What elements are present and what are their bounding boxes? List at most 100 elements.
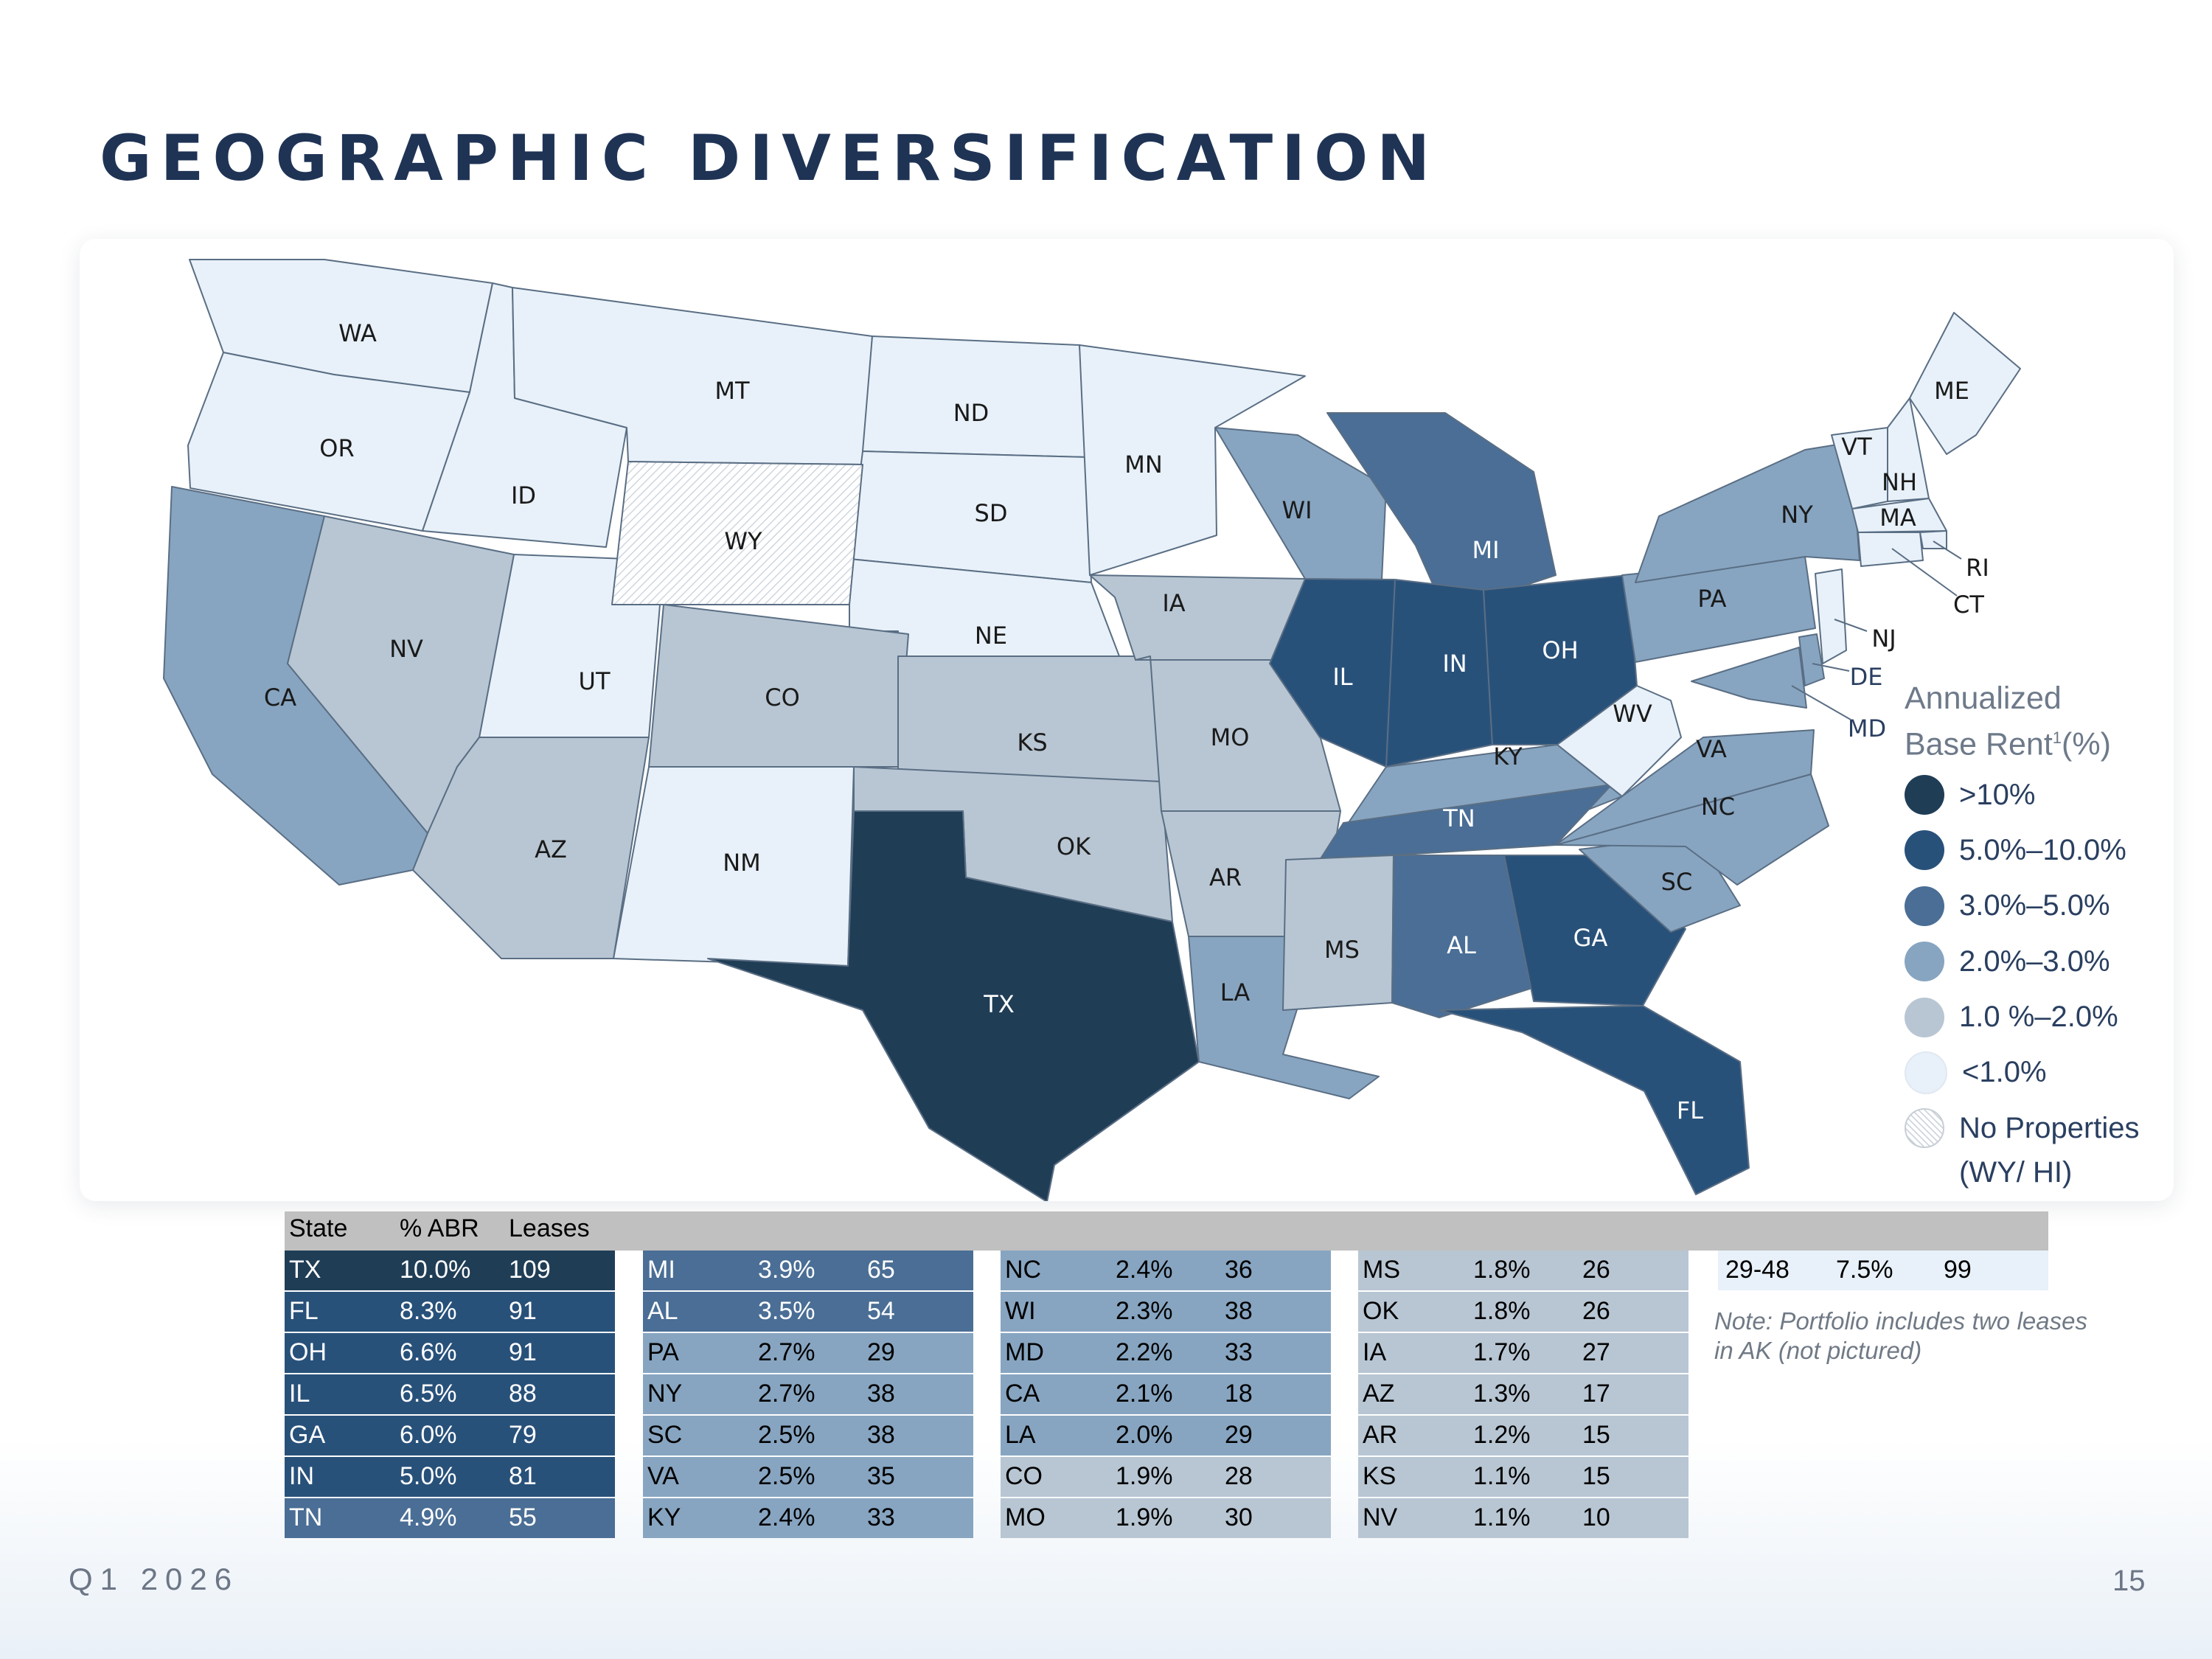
cell-leases: 38 — [867, 1380, 895, 1408]
legend-item: 5.0%–10.0% — [1905, 823, 2140, 878]
state-label-ks: KS — [1017, 728, 1047, 757]
legend-label: No Properties — [1959, 1111, 2140, 1144]
state-label-az: AZ — [535, 835, 567, 863]
page-number: 15 — [2112, 1565, 2146, 1597]
state-label-mi: MI — [1472, 536, 1499, 564]
cell-leases: 88 — [509, 1380, 537, 1408]
cell-abr: 6.0% — [400, 1421, 457, 1449]
state-label-vt: VT — [1841, 433, 1872, 461]
cell-abr: 1.1% — [1473, 1503, 1531, 1531]
state-il — [1269, 578, 1396, 768]
cell-abr: 2.7% — [758, 1380, 815, 1408]
state-label-me: ME — [1934, 377, 1969, 405]
state-label-ga: GA — [1573, 924, 1608, 952]
map-legend: Annualized Base Rent1(%) >10% 5.0%–10.0% 3… — [1905, 678, 2140, 1189]
cell-leases: 109 — [509, 1256, 551, 1284]
state-label-sc: SC — [1661, 868, 1693, 896]
state-nd — [862, 335, 1088, 458]
state-md — [1691, 647, 1807, 709]
table-row: MS 1.8% 26 — [1358, 1251, 1688, 1290]
legend-label: >10% — [1959, 778, 2036, 811]
header-state: State — [289, 1214, 348, 1242]
cell-leases: 33 — [867, 1503, 895, 1531]
cell-state: TN — [289, 1503, 323, 1531]
table-row: TX 10.0% 109 — [285, 1251, 615, 1290]
cell-state: IL — [289, 1380, 310, 1408]
state-label-nc: NC — [1701, 793, 1735, 821]
state-label-wy: WY — [724, 527, 762, 555]
table-column: MI 3.9% 65 AL 3.5% 54 PA 2.7% 29 NY 2.7% 38 SC 2.5% 38… — [643, 1251, 973, 1540]
cell-leases: 55 — [509, 1503, 537, 1531]
table-row: MO 1.9% 30 — [1001, 1498, 1331, 1538]
cell-abr: 2.3% — [1116, 1297, 1173, 1325]
map-card: WA OR ID MT ND SD MN NE UT NM WY CA NV AZ CO KS OK TX IA MO… — [80, 239, 2174, 1201]
cell-leases: 27 — [1582, 1338, 1610, 1366]
legend-swatch — [1905, 830, 1944, 871]
footer-quarter: Q1 2026 — [69, 1562, 240, 1596]
cell-leases: 29 — [1225, 1421, 1253, 1449]
state-label-ct: CT — [1953, 591, 1984, 619]
table-row: OK 1.8% 26 — [1358, 1292, 1688, 1332]
state-label-il: IL — [1332, 663, 1352, 691]
header-leases: Leases — [509, 1214, 590, 1242]
state-de — [1798, 633, 1825, 686]
cell-leases: 10 — [1582, 1503, 1610, 1531]
cell-state: KS — [1363, 1462, 1397, 1490]
table-row: LA 2.0% 29 — [1001, 1416, 1331, 1455]
state-label-wv: WV — [1613, 700, 1652, 728]
cell-leases: 17 — [1582, 1380, 1610, 1408]
state-label-de: DE — [1850, 663, 1883, 691]
cell-state: CA — [1005, 1380, 1040, 1408]
state-label-ca: CA — [264, 684, 296, 712]
cell-state: AZ — [1363, 1380, 1395, 1408]
cell-abr: 1.2% — [1473, 1421, 1531, 1449]
state-label-nv: NV — [389, 635, 423, 663]
cell-abr: 1.9% — [1116, 1503, 1173, 1531]
table-row: IA 1.7% 27 — [1358, 1333, 1688, 1373]
cell-leases: 26 — [1582, 1256, 1610, 1284]
table-row: KY 2.4% 33 — [643, 1498, 973, 1538]
cell-abr: 4.9% — [400, 1503, 457, 1531]
cell-state: NY — [647, 1380, 683, 1408]
state-al — [1391, 855, 1533, 1018]
table-row: IN 5.0% 81 — [285, 1457, 615, 1497]
state-label-tx: TX — [983, 990, 1014, 1018]
table-row: NV 1.1% 10 — [1358, 1498, 1688, 1538]
state-label-fl: FL — [1677, 1096, 1703, 1124]
legend-item: 2.0%–3.0% — [1905, 934, 2140, 990]
state-label-ne: NE — [975, 622, 1007, 650]
cell-leases: 26 — [1582, 1297, 1610, 1325]
state-label-in: IN — [1442, 650, 1467, 678]
state-az — [412, 737, 650, 959]
cell-state: IN — [289, 1462, 314, 1490]
table-row: GA 6.0% 79 — [285, 1416, 615, 1455]
cell-leases: 33 — [1225, 1338, 1253, 1366]
cell-leases: 91 — [509, 1297, 537, 1325]
header-abr: % ABR — [400, 1214, 479, 1242]
state-label-ms: MS — [1324, 936, 1360, 964]
table-row: TN 4.9% 55 — [285, 1498, 615, 1538]
state-me — [1909, 312, 2021, 455]
state-in — [1385, 579, 1493, 768]
state-va — [1555, 729, 1815, 846]
legend-item: 3.0%–5.0% — [1905, 878, 2140, 933]
table-row: AR 1.2% 15 — [1358, 1416, 1688, 1455]
state-label-ky: KY — [1493, 742, 1523, 771]
state-wv — [1557, 685, 1682, 797]
state-label-oh: OH — [1542, 636, 1578, 664]
state-wy — [611, 461, 863, 605]
cell-abr: 3.5% — [758, 1297, 815, 1325]
state-label-wi: WI — [1281, 496, 1312, 524]
cell-leases: 15 — [1582, 1421, 1610, 1449]
leader-line-ct — [1891, 548, 1958, 597]
cell-leases: 30 — [1225, 1503, 1253, 1531]
cell-state: NV — [1363, 1503, 1398, 1531]
cell-state: PA — [647, 1338, 679, 1366]
legend-no-props-sub: (WY/ HI) — [1959, 1156, 2073, 1189]
cell-state: CO — [1005, 1462, 1043, 1490]
leader-line-ri — [1933, 540, 1962, 560]
state-label-ok: OK — [1057, 832, 1091, 860]
legend-item: <1.0% — [1905, 1045, 2140, 1100]
state-label-wa: WA — [338, 319, 377, 347]
cell-state: MO — [1005, 1503, 1046, 1531]
